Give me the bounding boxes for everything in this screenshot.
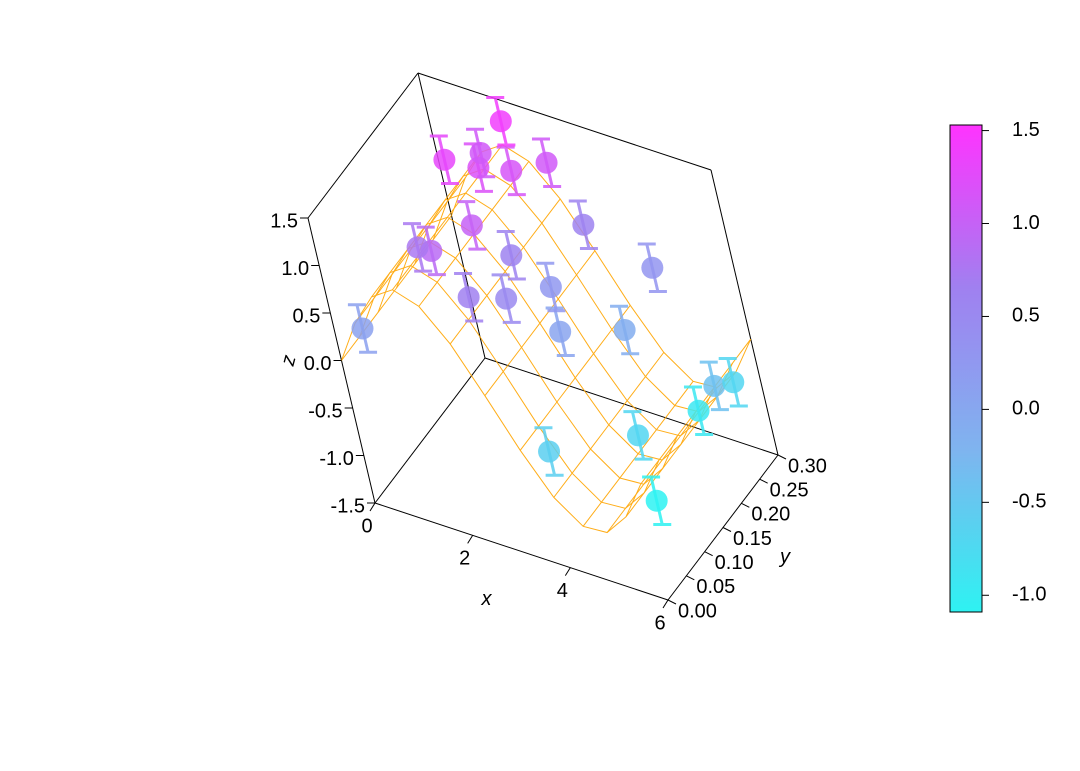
point: [539, 275, 562, 298]
y-tick-label: 0.10: [715, 552, 754, 574]
y-tick: [759, 478, 768, 484]
y-tick: [741, 502, 750, 508]
z-tick-label: -0.5: [308, 400, 342, 422]
y-tick: [722, 527, 732, 532]
surface-line: [371, 151, 482, 298]
point: [469, 141, 492, 164]
x-axis-label: x: [481, 588, 493, 610]
box-edge: [374, 357, 486, 504]
box-edge: [710, 169, 779, 456]
x-tick-label: 6: [654, 612, 665, 634]
colorbar: [949, 124, 983, 613]
z-tick-label: 0.0: [304, 353, 332, 375]
point: [460, 214, 483, 237]
x-tick-label: 0: [361, 515, 372, 537]
surface-line: [553, 352, 665, 498]
point: [703, 374, 726, 397]
y-tick-label: 0.25: [770, 479, 809, 501]
z-tick-label: 1.5: [270, 210, 298, 232]
z-tick-label: -1.0: [319, 448, 353, 470]
colorbar-tick-label: -1.0: [1012, 584, 1046, 606]
box-edge: [484, 357, 779, 456]
z-axis-label: z: [277, 353, 301, 369]
colorbar-tick-label: 0.0: [1012, 398, 1040, 420]
point: [351, 317, 374, 340]
y-tick-label: 0.00: [678, 600, 717, 622]
surface-line: [451, 144, 752, 389]
y-tick: [667, 599, 677, 605]
x-tick-label: 4: [557, 580, 568, 602]
box-edge: [374, 502, 669, 601]
y-tick: [686, 575, 695, 581]
x-tick: [662, 599, 669, 609]
surface-line: [582, 381, 694, 527]
point: [645, 489, 668, 512]
point: [613, 318, 636, 341]
surface-line: [341, 215, 452, 361]
x-tick: [369, 502, 376, 512]
colorbar-tick-label: 1.0: [1012, 212, 1040, 234]
point: [722, 371, 745, 394]
z-tick-label: -1.5: [331, 495, 365, 517]
y-tick-label: 0.20: [751, 504, 790, 526]
colorbar-tick-label: 1.5: [1012, 119, 1040, 141]
z-tick-label: 1.0: [281, 258, 309, 280]
point: [457, 286, 480, 309]
x-tick: [467, 535, 474, 544]
y-tick: [777, 454, 787, 460]
point: [538, 440, 561, 463]
surface-line: [484, 250, 596, 397]
y-tick-label: 0.05: [696, 576, 735, 598]
point: [535, 151, 558, 174]
box-edge: [417, 72, 712, 171]
y-axis-label: y: [778, 546, 791, 568]
point: [626, 424, 649, 447]
point: [687, 399, 710, 422]
colorbar-tick-label: 0.5: [1012, 305, 1040, 327]
point: [406, 236, 429, 259]
y-tick-label: 0.30: [788, 455, 827, 477]
surface-line: [519, 305, 631, 451]
z-tick-label: 0.5: [293, 305, 321, 327]
y-tick-label: 0.15: [733, 528, 772, 550]
point: [495, 287, 518, 310]
point: [572, 213, 595, 236]
point: [433, 148, 456, 171]
x-tick-label: 2: [459, 548, 470, 570]
point: [500, 159, 523, 182]
point: [549, 320, 572, 343]
point: [641, 256, 664, 279]
x-tick: [564, 567, 571, 576]
y-tick: [704, 551, 713, 557]
colorbar-tick-label: -0.5: [1012, 491, 1046, 513]
box-edge: [307, 72, 419, 219]
point: [489, 110, 512, 133]
point: [500, 244, 523, 267]
